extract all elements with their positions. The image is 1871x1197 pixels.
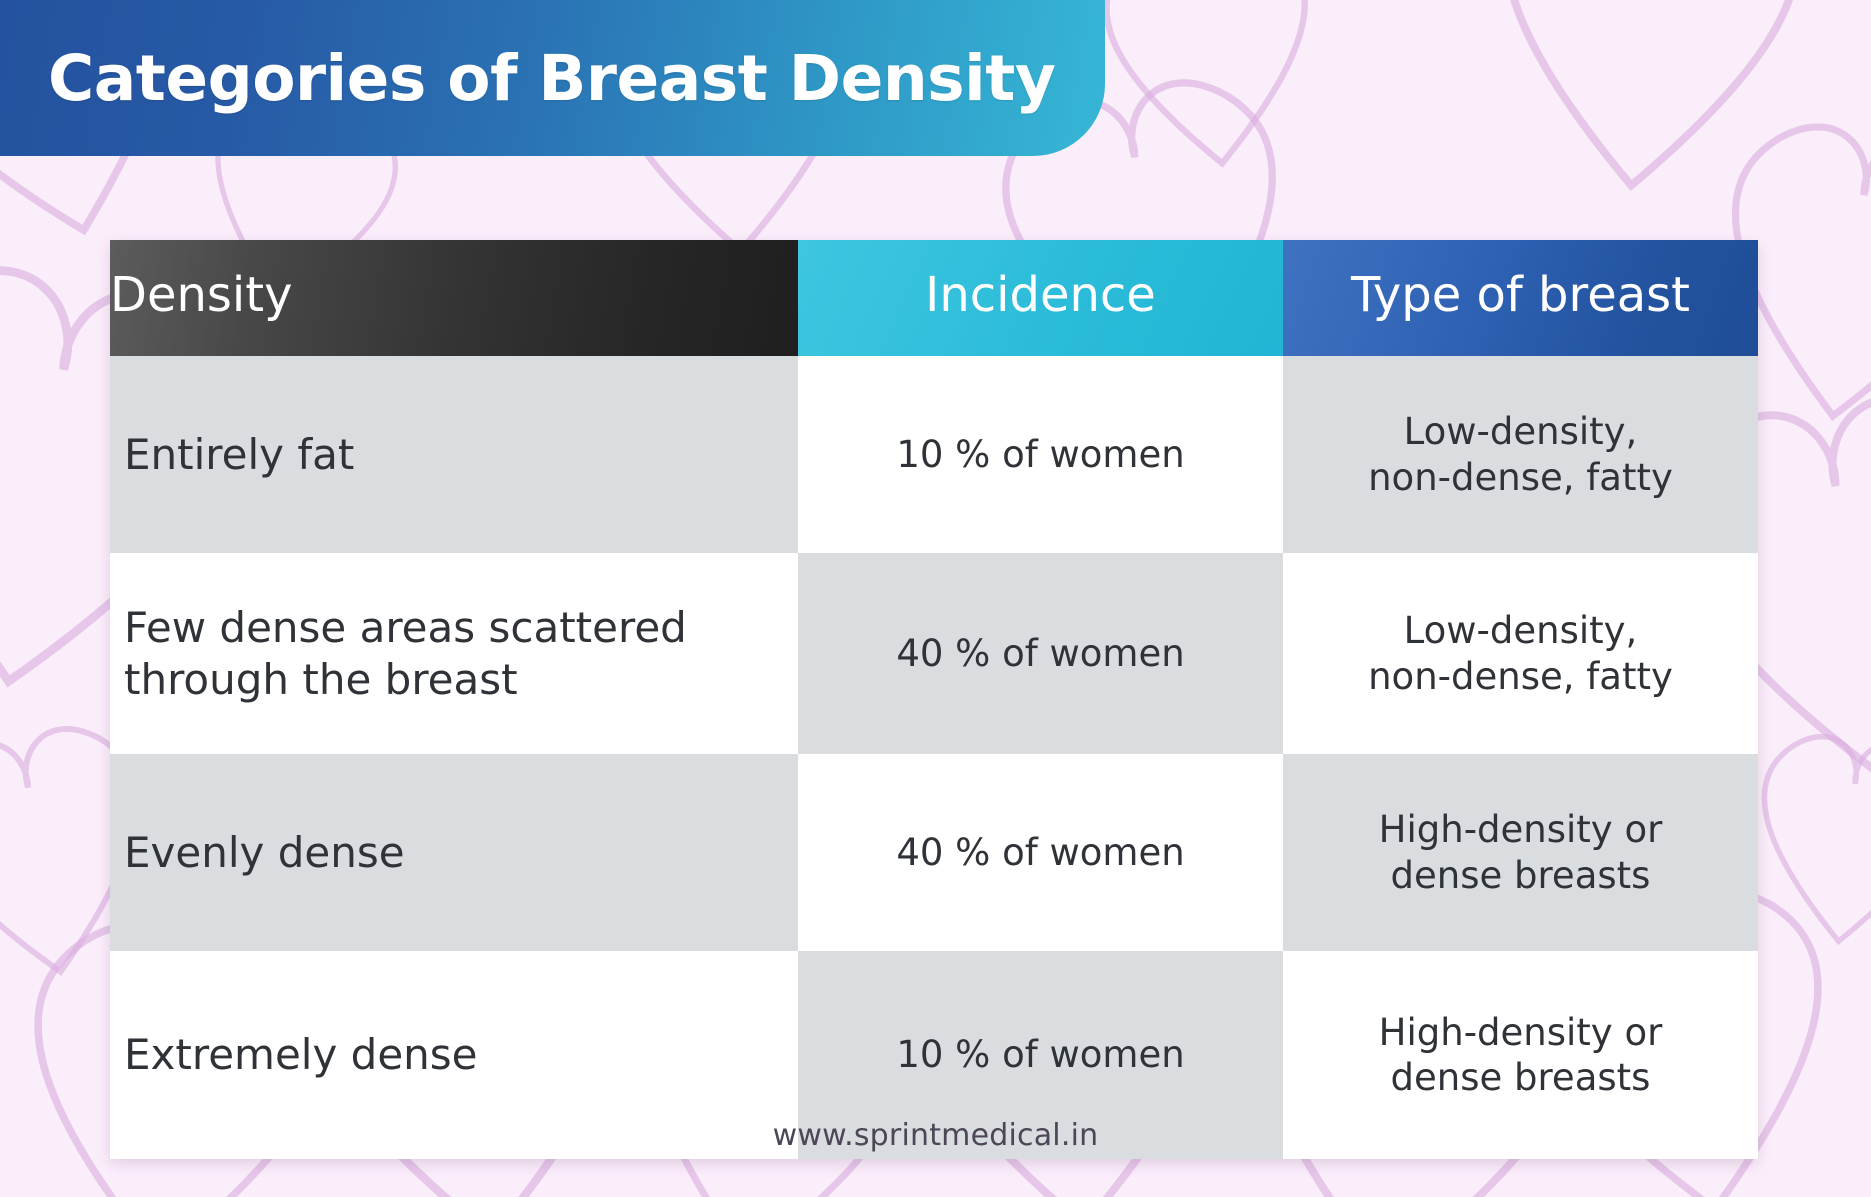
column-header-incidence: Incidence bbox=[798, 240, 1283, 356]
table-body: Entirely fat 10 % of women Low-density, n… bbox=[110, 356, 1758, 1159]
cell-type: Low-density, non-dense, fatty bbox=[1283, 356, 1758, 553]
cell-incidence: 40 % of women bbox=[798, 754, 1283, 951]
table-header: Density Incidence Type of breast bbox=[110, 240, 1758, 356]
cell-incidence: 10 % of women bbox=[798, 356, 1283, 553]
table-row: Few dense areas scattered through the br… bbox=[110, 553, 1758, 754]
title-banner: Categories of Breast Density bbox=[0, 0, 1105, 156]
table-row: Evenly dense 40 % of women High-density … bbox=[110, 754, 1758, 951]
cell-type: High-density or dense breasts bbox=[1283, 951, 1758, 1159]
cell-density: Extremely dense bbox=[110, 951, 798, 1159]
page-title: Categories of Breast Density bbox=[48, 41, 1056, 115]
table-row: Extremely dense 10 % of women High-densi… bbox=[110, 951, 1758, 1159]
cell-incidence: 10 % of women bbox=[798, 951, 1283, 1159]
cell-type: High-density or dense breasts bbox=[1283, 754, 1758, 951]
column-header-density: Density bbox=[110, 240, 798, 356]
cell-type: Low-density, non-dense, fatty bbox=[1283, 553, 1758, 754]
column-header-type: Type of breast bbox=[1283, 240, 1758, 356]
cell-incidence: 40 % of women bbox=[798, 553, 1283, 754]
cell-density: Evenly dense bbox=[110, 754, 798, 951]
table-header-row: Density Incidence Type of breast bbox=[110, 240, 1758, 356]
breast-density-table: Density Incidence Type of breast Entirel… bbox=[110, 240, 1758, 1159]
table-row: Entirely fat 10 % of women Low-density, n… bbox=[110, 356, 1758, 553]
cell-density: Few dense areas scattered through the br… bbox=[110, 553, 798, 754]
footer-website-url: www.sprintmedical.in bbox=[772, 1118, 1099, 1153]
cell-density: Entirely fat bbox=[110, 356, 798, 553]
